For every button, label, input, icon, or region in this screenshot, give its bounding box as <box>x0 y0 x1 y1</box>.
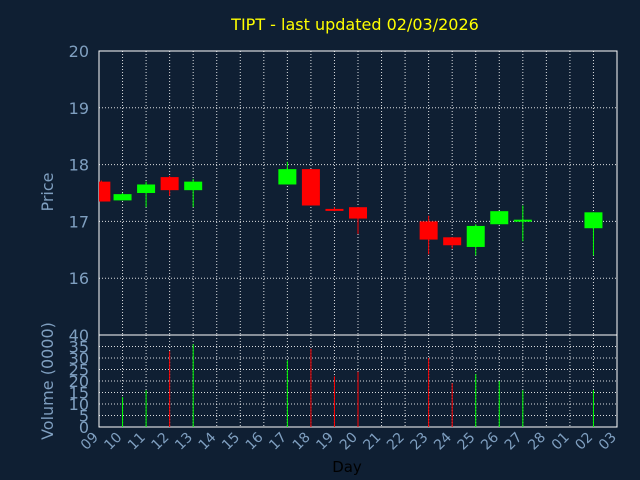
volume-tick-label: 5 <box>79 407 89 426</box>
price-tick-label: 20 <box>69 42 89 61</box>
x-tick-labels: 09 10 11 12 13 14 15 16 17 18 19 20 21 22 23 24 25 26 27 28… <box>78 429 620 453</box>
x-tick-label: 27 <box>502 430 526 454</box>
candle-body <box>301 169 320 206</box>
x-tick-label: 14 <box>196 429 220 453</box>
candle-body <box>419 221 438 240</box>
candle-body <box>466 225 485 247</box>
x-tick-label: 23 <box>408 430 432 454</box>
x-tick-label: 13 <box>172 430 196 454</box>
candle-body <box>443 237 462 246</box>
x-tick-label: 26 <box>478 429 502 453</box>
candle-body <box>184 181 203 191</box>
x-tick-label: 16 <box>243 429 267 453</box>
volume-tick-label: 15 <box>69 384 89 403</box>
price-tick-label: 18 <box>69 156 89 175</box>
price-tick-label: 19 <box>69 99 89 118</box>
candle-body <box>325 208 344 211</box>
x-tick-label: 22 <box>384 430 408 454</box>
x-tick-label: 28 <box>525 430 549 454</box>
price-axis-label: Price <box>38 172 57 211</box>
chart-title: TIPT - last updated 02/03/2026 <box>230 15 479 34</box>
candle-body <box>99 181 111 202</box>
x-tick-label: 20 <box>337 430 361 454</box>
volume-tick-label: 20 <box>69 372 89 391</box>
volume-tick-label: 10 <box>69 395 89 414</box>
x-tick-label: 18 <box>290 430 314 454</box>
volume-tick-label: 35 <box>69 338 89 357</box>
volume-tick-label: 30 <box>69 349 89 368</box>
candle-body <box>113 194 132 201</box>
x-tick-label: 03 <box>596 430 620 454</box>
volume-tick-label: 0 <box>79 418 89 437</box>
x-tick-label: 21 <box>360 430 384 454</box>
x-tick-label: 19 <box>313 430 337 454</box>
volume-tick-label: 40 <box>69 326 89 345</box>
volume-axis-label: Volume (0000) <box>38 322 57 440</box>
price-panel: 16 17 18 19 20 <box>69 42 618 336</box>
x-axis-label: Day <box>332 458 362 476</box>
x-tick-label: 10 <box>101 430 125 454</box>
candle-body <box>160 177 179 191</box>
price-tick-label: 16 <box>69 269 89 288</box>
candle-body <box>584 212 603 229</box>
candle-body <box>278 169 297 185</box>
price-tick-label: 17 <box>69 212 89 231</box>
x-tick-label: 17 <box>266 430 290 454</box>
candle-body <box>137 184 156 193</box>
x-tick-label: 12 <box>149 430 173 454</box>
x-tick-label: 11 <box>125 430 149 454</box>
volume-tick-label: 25 <box>69 361 89 380</box>
x-tick-label: 15 <box>219 430 243 454</box>
candle-body <box>349 207 367 219</box>
candle-body <box>513 219 532 222</box>
x-tick-label: 02 <box>572 430 596 454</box>
x-tick-label: 01 <box>549 430 573 454</box>
candle-body <box>490 211 509 225</box>
x-tick-label: 24 <box>431 429 455 453</box>
x-tick-label: 25 <box>455 430 479 454</box>
